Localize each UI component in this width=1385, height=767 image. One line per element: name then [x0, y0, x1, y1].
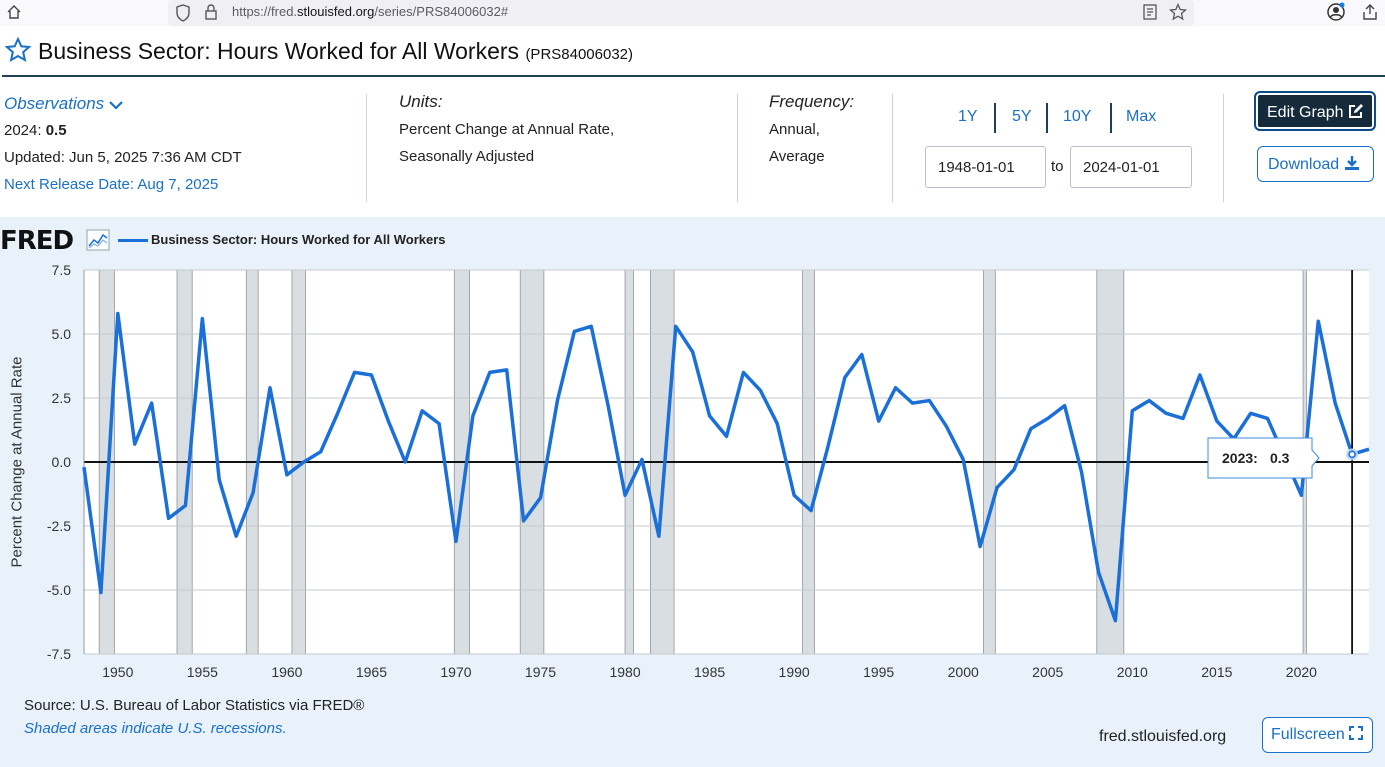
- account-icon[interactable]: [1326, 2, 1346, 22]
- x-tick-label: 1950: [102, 664, 133, 680]
- edit-graph-label: Edit Graph: [1267, 104, 1344, 121]
- site-url: fred.stlouisfed.org: [1099, 728, 1227, 745]
- url-path: /series/PRS84006032#: [374, 4, 509, 19]
- x-tick-label: 2015: [1201, 664, 1232, 680]
- download-icon: [1344, 156, 1359, 170]
- edit-icon: [1348, 104, 1363, 118]
- x-tick-label: 2020: [1286, 664, 1317, 680]
- edit-graph-button[interactable]: Edit Graph: [1254, 91, 1376, 131]
- fullscreen-button[interactable]: Fullscreen: [1262, 717, 1373, 753]
- recession-note: Shaded areas indicate U.S. recessions.: [24, 720, 287, 737]
- fullscreen-icon: [1349, 726, 1364, 740]
- latest-value: 0.5: [45, 122, 67, 139]
- observations-dropdown[interactable]: Observations: [4, 90, 123, 117]
- home-icon[interactable]: [6, 4, 22, 20]
- range-separator: [1046, 103, 1048, 133]
- lock-icon[interactable]: [204, 3, 218, 21]
- x-tick-label: 1980: [609, 664, 640, 680]
- x-tick-label: 2000: [948, 664, 979, 680]
- end-date-input[interactable]: 2024-01-01: [1070, 146, 1192, 188]
- range-1y-button[interactable]: 1Y: [958, 108, 978, 125]
- address-bar[interactable]: [168, 0, 1194, 26]
- series-title: Business Sector: Hours Worked for All Wo…: [38, 38, 520, 64]
- download-button[interactable]: Download: [1257, 146, 1374, 182]
- range-separator: [994, 103, 996, 133]
- legend-label: Business Sector: Hours Worked for All Wo…: [151, 232, 446, 247]
- range-max-button[interactable]: Max: [1126, 108, 1157, 125]
- url-host: stlouisfed.org: [297, 4, 375, 19]
- divider: [1223, 94, 1224, 202]
- gridlines: [83, 269, 1369, 655]
- hover-point-core: [1348, 450, 1356, 459]
- y-tick-label: 2.5: [52, 390, 72, 406]
- series-line: [82, 311, 1370, 623]
- fred-logo: FRED: [0, 226, 74, 256]
- source-note: Source: U.S. Bureau of Labor Statistics …: [24, 697, 365, 714]
- reader-view-icon[interactable]: [1142, 4, 1158, 20]
- title-divider: [2, 75, 1385, 77]
- divider: [737, 94, 738, 202]
- series-title-row: Business Sector: Hours Worked for All Wo…: [0, 34, 1385, 70]
- tooltip-box: [1207, 437, 1320, 479]
- tick-labels: 7.5 5.0 2.5 0.0 -2.5 -5.0 -7.5 1950 1955 1960 1965…: [47, 262, 1317, 680]
- frequency-value-2: Average: [769, 148, 825, 165]
- updated-date: Updated: Jun 5, 2025 7:36 AM CDT: [4, 149, 242, 166]
- y-tick-label: 5.0: [52, 326, 72, 342]
- units-value-1: Percent Change at Annual Rate,: [399, 121, 615, 138]
- frequency-value-1: Annual,: [769, 121, 820, 138]
- x-tick-label: 1960: [271, 664, 302, 680]
- divider: [366, 94, 367, 202]
- chevron-down-icon: [109, 100, 123, 110]
- latest-label: 2024:: [4, 122, 42, 139]
- x-tick-label: 1970: [440, 664, 471, 680]
- fullscreen-label: Fullscreen: [1271, 726, 1345, 743]
- x-tick-label: 1975: [525, 664, 556, 680]
- series-id: (PRS84006032): [525, 46, 634, 63]
- y-tick-label: 7.5: [52, 262, 72, 278]
- y-tick-label: -7.5: [47, 646, 71, 662]
- x-tick-label: 1985: [694, 664, 725, 680]
- series-line-group: [82, 311, 1370, 623]
- y-tick-label: -5.0: [47, 582, 71, 598]
- next-release-link[interactable]: Next Release Date: Aug 7, 2025: [4, 176, 219, 193]
- date-to-label: to: [1051, 158, 1064, 175]
- line-chart[interactable]: 7.5 5.0 2.5 0.0 -2.5 -5.0 -7.5 1950 1955 1960 1965…: [0, 255, 1385, 685]
- divider: [892, 94, 893, 202]
- url-text[interactable]: https://fred.stlouisfed.org/series/PRS84…: [232, 4, 508, 19]
- tooltip-value: 0.3: [1270, 450, 1290, 466]
- observations-label: Observations: [4, 94, 105, 113]
- x-tick-label: 2010: [1117, 664, 1148, 680]
- start-date-input[interactable]: 1948-01-01: [925, 146, 1046, 188]
- x-tick-label: 1990: [779, 664, 810, 680]
- browser-toolbar: https://fred.stlouisfed.org/series/PRS84…: [0, 0, 1385, 26]
- page-title: Business Sector: Hours Worked for All Wo…: [38, 38, 633, 65]
- x-tick-label: 1965: [356, 664, 387, 680]
- range-10y-button[interactable]: 10Y: [1063, 108, 1092, 125]
- units-value-2: Seasonally Adjusted: [399, 148, 535, 165]
- units-label: Units:: [399, 92, 443, 111]
- legend-swatch: [118, 239, 148, 242]
- latest-observation: 2024: 0.5: [4, 117, 67, 144]
- bookmark-star-icon[interactable]: [1169, 3, 1187, 21]
- line-chart-icon: [86, 229, 110, 251]
- x-tick-label: 1995: [863, 664, 894, 680]
- shield-icon[interactable]: [175, 4, 191, 22]
- y-tick-label: -2.5: [47, 518, 71, 534]
- download-label: Download: [1268, 156, 1340, 173]
- favorite-star-icon[interactable]: [5, 37, 31, 63]
- url-prefix: https://fred.: [232, 4, 298, 19]
- x-tick-label: 1955: [187, 664, 218, 680]
- range-separator: [1110, 103, 1112, 133]
- x-tick-label: 2005: [1032, 664, 1063, 680]
- tooltip-label: 2023:: [1222, 450, 1258, 466]
- frequency-label: Frequency:: [769, 92, 855, 111]
- share-icon[interactable]: [1362, 3, 1378, 21]
- y-tick-label: 0.0: [52, 454, 72, 470]
- range-5y-button[interactable]: 5Y: [1012, 108, 1032, 125]
- tooltip-group: 2023: 0.3: [1207, 270, 1359, 654]
